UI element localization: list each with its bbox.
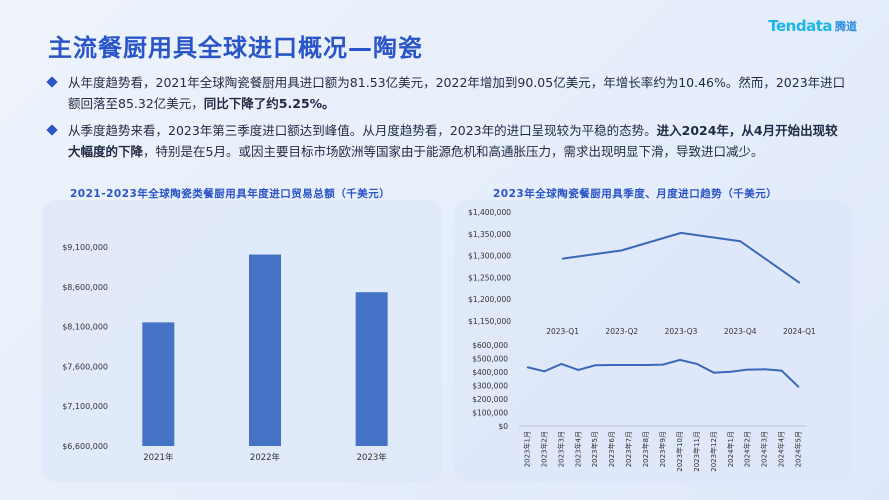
month-x-tick-label: 2024年1月: [726, 431, 735, 467]
quarter-x-tick-label: 2023-Q2: [605, 327, 638, 336]
monthly-point: [628, 364, 630, 366]
trend-chart-panel: $1,150,000 $1,200,000 $1,250,000 $1,300,000…: [453, 200, 851, 482]
monthly-point: [662, 363, 664, 366]
bullet-text: 从年度趋势看，2021年全球陶瓷餐厨用具进口额为81.53亿美元，2022年增加…: [68, 75, 846, 111]
monthly-point: [577, 369, 580, 371]
diamond-bullet-icon: [46, 76, 58, 88]
monthly-point: [594, 364, 597, 367]
monthly-point: [797, 386, 800, 388]
annual-chart-panel: $6,600,000 $7,100,000 $7,600,000 $8,100,000…: [42, 200, 442, 482]
page-title: 主流餐厨用具全球进口概况—陶瓷: [48, 34, 423, 62]
month-x-tick-label: 2023年4月: [573, 431, 582, 467]
y-tick-label: $8,100,000: [62, 323, 108, 332]
diamond-bullet-icon: [46, 124, 58, 136]
bar-1: [142, 322, 175, 446]
y-tick-label: $9,100,000: [62, 243, 108, 252]
monthly-point: [729, 370, 732, 373]
month-y-tick-label: $200,000: [472, 395, 508, 404]
quarterly-point: [561, 257, 564, 260]
month-x-tick-label: 2023年2月: [539, 431, 548, 467]
month-x-tick-label: 2023年1月: [522, 431, 531, 467]
trend-chart-title: 2023年全球陶瓷餐厨用具季度、月度进口趋势（千美元）: [493, 188, 778, 200]
bullet-text: ，特别是在5月。或因主要目标市场欧洲等国家由于能源危机和高通胀压力，需求出现明显…: [143, 144, 764, 159]
month-y-tick-label: $400,000: [472, 368, 508, 377]
quarter-x-tick-label: 2023-Q3: [665, 327, 698, 336]
trend-line-chart: $1,150,000 $1,200,000 $1,250,000 $1,300,000…: [468, 208, 816, 472]
month-y-tick-label: $100,000: [472, 409, 508, 418]
quarterly-point: [621, 249, 623, 252]
month-x-tick-label: 2024年5月: [794, 431, 803, 467]
month-x-tick-label: 2023年9月: [658, 431, 667, 467]
y-tick-label: $8,600,000: [62, 283, 108, 292]
monthly-point: [780, 369, 783, 372]
quarterly-point: [798, 281, 801, 284]
monthly-point: [713, 371, 715, 374]
month-y-tick-label: $600,000: [472, 341, 508, 350]
month-x-tick-label: 2023年7月: [624, 431, 633, 467]
month-x-tick-label: 2023年10月: [675, 431, 684, 472]
bullet-quarterly: 从季度趋势来看，2023年第三季度进口额达到峰值。从月度趋势看，2023年的进口…: [46, 120, 848, 162]
month-x-tick-label: 2023年3月: [556, 431, 565, 467]
monthly-point: [746, 368, 749, 371]
logo-text: Tendata: [768, 17, 832, 35]
quarter-y-tick-label: $1,300,000: [468, 252, 511, 261]
month-x-tick-label: 2023年8月: [641, 431, 650, 467]
bullet-text: 从季度趋势来看，2023年第三季度进口额达到峰值。从月度趋势看，2023年的进口…: [68, 123, 657, 138]
month-x-tick-label: 2024年3月: [760, 431, 769, 467]
quarter-x-tick-label: 2023-Q1: [546, 327, 579, 336]
annual-chart-title: 2021-2023年全球陶瓷类餐厨用具年度进口贸易总额（千美元）: [70, 188, 391, 200]
x-tick-label: 2021年: [143, 452, 174, 463]
quarter-y-tick-label: $1,350,000: [468, 230, 511, 239]
monthly-point: [679, 359, 681, 361]
x-tick-label: 2023年: [357, 452, 388, 463]
monthly-point: [526, 366, 529, 369]
bar-3: [355, 292, 388, 446]
x-tick-label: 2022年: [250, 452, 281, 463]
brand-logo: Tendata 腾道: [768, 14, 857, 38]
quarter-y-tick-label: $1,150,000: [468, 317, 511, 326]
bar-2: [249, 254, 281, 446]
month-x-tick-label: 2023年11月: [692, 431, 701, 472]
bullet-bold-text: 同比下降了约5.25%。: [203, 96, 335, 111]
month-x-tick-label: 2023年12月: [709, 431, 718, 472]
annual-bar-chart: $6,600,000 $7,100,000 $7,600,000 $8,100,000…: [62, 243, 388, 463]
summary-bullets: 从年度趋势看，2021年全球陶瓷餐厨用具进口额为81.53亿美元，2022年增加…: [46, 72, 848, 168]
month-x-tick-label: 2024年2月: [743, 431, 752, 467]
monthly-point: [611, 364, 613, 366]
quarter-y-tick-label: $1,200,000: [468, 295, 511, 304]
month-y-tick-label: $500,000: [472, 355, 508, 364]
month-y-tick-label: $0: [498, 422, 508, 431]
month-y-tick-label: $300,000: [472, 382, 508, 391]
monthly-point: [560, 363, 563, 365]
monthly-point: [763, 368, 766, 371]
quarterly-point: [680, 232, 682, 234]
y-tick-label: $6,600,000: [62, 442, 108, 451]
y-tick-label: $7,600,000: [62, 362, 108, 371]
quarter-y-tick-label: $1,400,000: [468, 208, 511, 217]
monthly-point: [645, 364, 647, 366]
quarter-x-tick-label: 2024-Q1: [783, 327, 816, 336]
y-tick-label: $7,100,000: [62, 402, 108, 411]
month-x-tick-label: 2023年6月: [607, 431, 616, 467]
month-x-tick-label: 2023年5月: [590, 431, 599, 467]
bullet-annual: 从年度趋势看，2021年全球陶瓷餐厨用具进口额为81.53亿美元，2022年增加…: [46, 72, 848, 114]
quarterly-point: [739, 240, 741, 243]
monthly-point: [696, 363, 698, 365]
quarter-y-tick-label: $1,250,000: [468, 273, 511, 282]
monthly-point: [543, 370, 546, 373]
logo-cn-text: 腾道: [835, 20, 857, 33]
bullet-bold-text: 进入2024年，从4月开始出现较大幅度的下降: [68, 123, 838, 159]
month-x-tick-label: 2024年4月: [777, 431, 786, 467]
quarter-x-tick-label: 2023-Q4: [724, 327, 757, 336]
quarterly-series-line: [562, 231, 800, 284]
